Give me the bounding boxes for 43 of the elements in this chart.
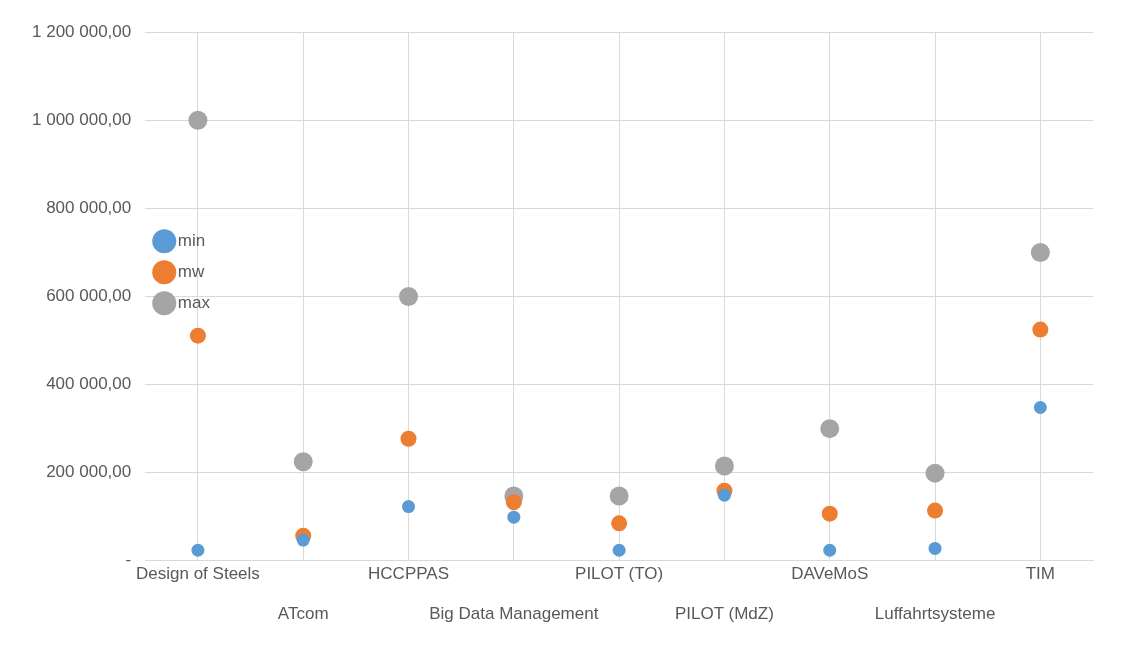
- point: [507, 510, 521, 524]
- point: [823, 543, 837, 557]
- point: [612, 543, 626, 557]
- x-tick-label: PILOT (MdZ): [675, 604, 774, 624]
- point: [400, 430, 417, 447]
- point: [293, 452, 313, 472]
- x-tick-label: ATcom: [277, 604, 329, 624]
- point: [402, 500, 416, 514]
- y-tick-label: 1 000 000,00: [32, 109, 132, 129]
- point: [927, 502, 944, 519]
- point: [1032, 321, 1049, 338]
- legend-label: mw: [177, 261, 205, 281]
- point: [820, 419, 840, 439]
- x-tick-label: DAVeMoS: [791, 563, 869, 583]
- point: [714, 456, 734, 476]
- point: [1030, 242, 1050, 262]
- x-tick-label: Big Data Management: [429, 604, 599, 624]
- point: [191, 543, 205, 557]
- point: [609, 486, 629, 506]
- y-tick-label: 200 000,00: [46, 462, 132, 482]
- point: [717, 488, 731, 502]
- x-tick-label: TIM: [1025, 563, 1055, 583]
- point: [611, 515, 628, 532]
- point: [188, 110, 208, 130]
- point: [928, 541, 942, 555]
- point: [925, 463, 945, 483]
- point: [189, 327, 206, 344]
- y-tick-label: 600 000,00: [46, 286, 132, 306]
- point: [505, 494, 522, 511]
- point: [296, 533, 310, 547]
- point: [399, 287, 419, 306]
- legend-label: max: [177, 292, 211, 312]
- y-tick-label: 800 000,00: [46, 198, 132, 218]
- point: [821, 505, 838, 522]
- legend-label: min: [177, 230, 206, 250]
- x-tick-label: Design of Steels: [136, 563, 260, 583]
- y-tick-label: 400 000,00: [46, 374, 132, 394]
- point: [1033, 401, 1047, 415]
- y-tick-label: -: [125, 550, 132, 570]
- y-tick-label: 1 200 000,00: [32, 21, 132, 41]
- x-tick-label: HCCPPAS: [368, 563, 449, 583]
- x-tick-label: PILOT (TO): [575, 563, 664, 583]
- x-tick-label: Luffahrtsysteme: [874, 604, 996, 624]
